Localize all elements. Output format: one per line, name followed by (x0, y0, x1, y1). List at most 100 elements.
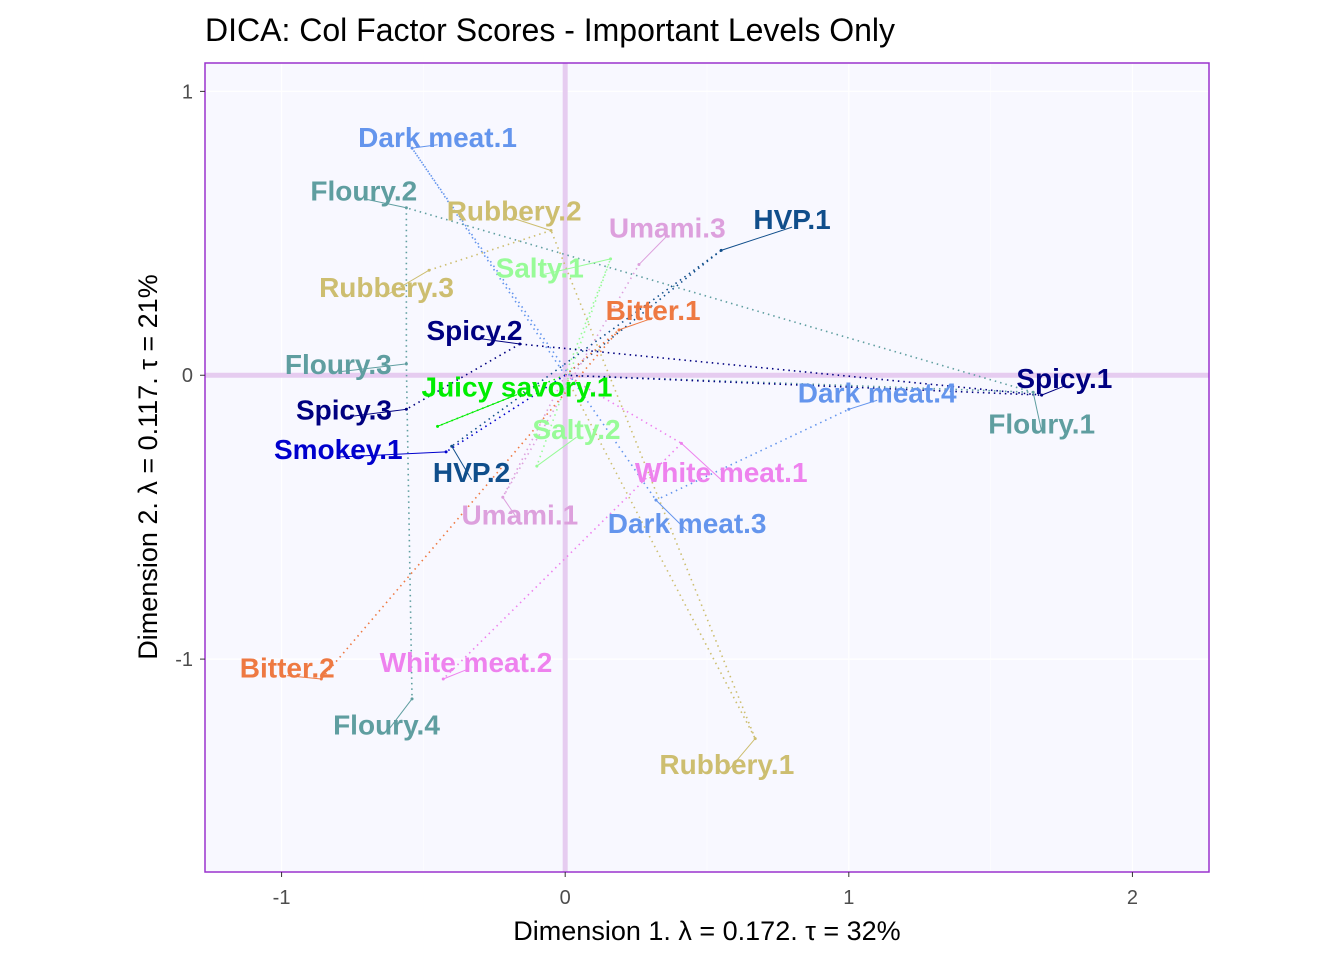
point-label: Spicy.1 (1016, 363, 1112, 394)
data-point (637, 263, 641, 267)
data-point (444, 450, 448, 454)
data-point (319, 677, 323, 681)
data-point (518, 342, 522, 346)
point-label: Salty.2 (532, 414, 620, 445)
point-label: Rubbery.3 (319, 272, 454, 303)
y-tick-label: 1 (182, 81, 193, 103)
point-label: HVP.2 (433, 457, 510, 488)
data-point (501, 495, 505, 499)
label-leader-line (474, 337, 520, 345)
x-tick-label: 2 (1127, 887, 1138, 909)
data-point (410, 146, 414, 150)
point-label: Dark meat.4 (798, 377, 957, 408)
data-point (609, 257, 613, 261)
data-point (404, 206, 408, 210)
label-leader-line (443, 669, 467, 680)
data-point (535, 464, 539, 468)
label-leader-line (411, 144, 438, 149)
point-label: Rubbery.1 (659, 749, 794, 780)
level-connector (565, 374, 1042, 396)
label-leader-line (451, 445, 473, 481)
point-label: Rubbery.2 (447, 196, 582, 227)
point-label: Umami.1 (461, 499, 578, 530)
point-label: Floury.4 (333, 709, 440, 740)
label-leader-line (726, 738, 756, 773)
label-leader-line (848, 399, 878, 410)
level-connector (564, 374, 682, 445)
label-leader-line (1032, 392, 1043, 432)
point-label: Bitter.1 (606, 295, 701, 326)
point-label: Smokey.1 (274, 434, 403, 465)
point-label: Floury.2 (310, 176, 417, 207)
point-label: HVP.1 (753, 204, 830, 235)
point-label: Floury.3 (285, 349, 392, 380)
data-point (617, 328, 621, 332)
x-tick-label: 0 (560, 887, 571, 909)
point-labels: Dark meat.1 Dark meat.3 Dark meat.4 Floury.… (240, 122, 1113, 780)
label-leader-line (681, 443, 722, 481)
label-leader-line (655, 499, 688, 532)
point-label: Spicy.2 (426, 315, 522, 346)
point-label: Spicy.3 (296, 394, 392, 425)
y-tick-label: 0 (182, 365, 193, 387)
point-label: Bitter.2 (240, 653, 335, 684)
x-tick-label: 1 (843, 887, 854, 909)
y-axis-ticks: -1 0 1 (175, 81, 205, 671)
label-leader-line (1041, 385, 1065, 396)
data-point (753, 737, 757, 741)
level-connector (564, 249, 722, 376)
label-leader-line (363, 198, 407, 209)
label-leader-line (343, 408, 407, 418)
point-label: Floury.1 (988, 409, 1095, 440)
level-connector (564, 329, 620, 376)
label-leader-line (338, 363, 407, 373)
point-label: Dark meat.1 (358, 122, 517, 153)
data-point (441, 677, 445, 681)
data-point (410, 697, 414, 701)
label-leader-line (513, 218, 552, 231)
label-leader-line (287, 675, 322, 680)
data-point (679, 441, 683, 445)
level-connector-lines (320, 147, 1042, 739)
data-point (427, 268, 431, 272)
label-leader-line (618, 317, 654, 331)
label-leader-line (338, 451, 447, 458)
data-point (436, 424, 440, 428)
level-connector (502, 374, 566, 498)
point-label: Salty.1 (496, 252, 584, 283)
label-leader-line (536, 436, 577, 467)
label-leader-line (437, 394, 518, 427)
level-connector (564, 374, 756, 739)
level-connector (502, 264, 640, 498)
point-label: White meat.1 (635, 457, 808, 488)
point-label: White meat.2 (380, 647, 553, 678)
label-leader-line (539, 258, 611, 276)
label-leader-line (386, 269, 430, 296)
data-point (450, 444, 454, 448)
point-label: Juicy savory.1 (422, 372, 613, 403)
data-point (1040, 393, 1044, 397)
x-axis-title: Dimension 1. λ = 0.172. τ = 32% (513, 916, 900, 946)
label-leader-line (502, 497, 521, 523)
point-label: Umami.3 (609, 213, 726, 244)
y-tick-label: -1 (175, 649, 193, 671)
data-point (404, 407, 408, 411)
y-axis-title: Dimension 2. λ = 0.117. τ = 21% (133, 274, 163, 659)
label-leader-line (386, 698, 413, 733)
data-point (719, 248, 723, 252)
data-point (1031, 390, 1035, 394)
x-tick-label: -1 (273, 887, 291, 909)
data-point (549, 228, 553, 232)
x-axis-ticks: -1 0 1 2 (273, 872, 1138, 909)
level-connector (451, 249, 722, 447)
label-leader-line (638, 235, 668, 265)
data-point (654, 498, 658, 502)
level-connector (437, 374, 566, 428)
level-connector (405, 363, 413, 699)
level-connector (442, 442, 683, 680)
origin-lines (205, 63, 1209, 872)
plot-border (204, 62, 1210, 873)
label-leader-line (721, 226, 793, 251)
data-point (847, 407, 851, 411)
